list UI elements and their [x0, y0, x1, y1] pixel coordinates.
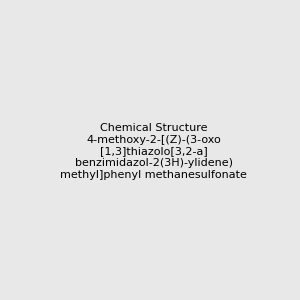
Text: Chemical Structure
4-methoxy-2-[(Z)-(3-oxo
[1,3]thiazolo[3,2-a]
benzimidazol-2(3: Chemical Structure 4-methoxy-2-[(Z)-(3-o… — [60, 123, 247, 180]
